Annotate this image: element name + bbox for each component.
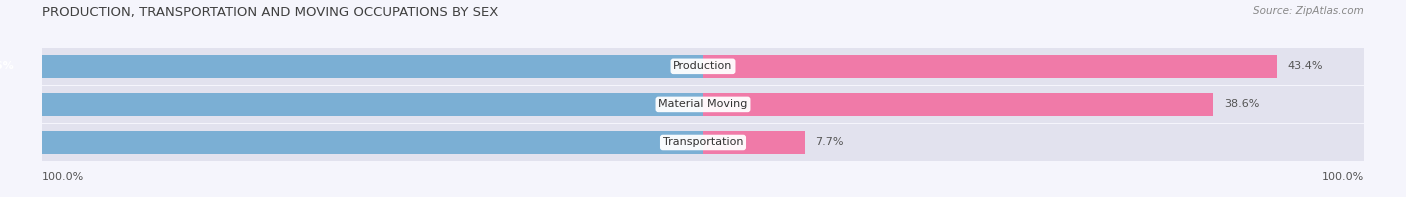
Bar (0, 93, 703, 116)
Bar (0, 55, 703, 78)
Text: 56.6%: 56.6% (0, 61, 14, 71)
Text: 100.0%: 100.0% (1322, 172, 1364, 182)
Bar (42, 48, 1364, 85)
Text: 38.6%: 38.6% (1223, 99, 1260, 109)
Bar (42, 124, 1364, 161)
Text: PRODUCTION, TRANSPORTATION AND MOVING OCCUPATIONS BY SEX: PRODUCTION, TRANSPORTATION AND MOVING OC… (42, 6, 499, 19)
Text: 43.4%: 43.4% (1286, 61, 1323, 71)
Bar (703, 131, 804, 154)
Text: 7.7%: 7.7% (815, 138, 844, 148)
Bar (703, 55, 1277, 78)
Text: Production: Production (673, 61, 733, 71)
Bar (0, 131, 703, 154)
Bar (42, 86, 1364, 123)
Text: 100.0%: 100.0% (42, 172, 84, 182)
Text: Transportation: Transportation (662, 138, 744, 148)
Bar (703, 93, 1213, 116)
Text: Source: ZipAtlas.com: Source: ZipAtlas.com (1253, 6, 1364, 16)
Text: Material Moving: Material Moving (658, 99, 748, 109)
